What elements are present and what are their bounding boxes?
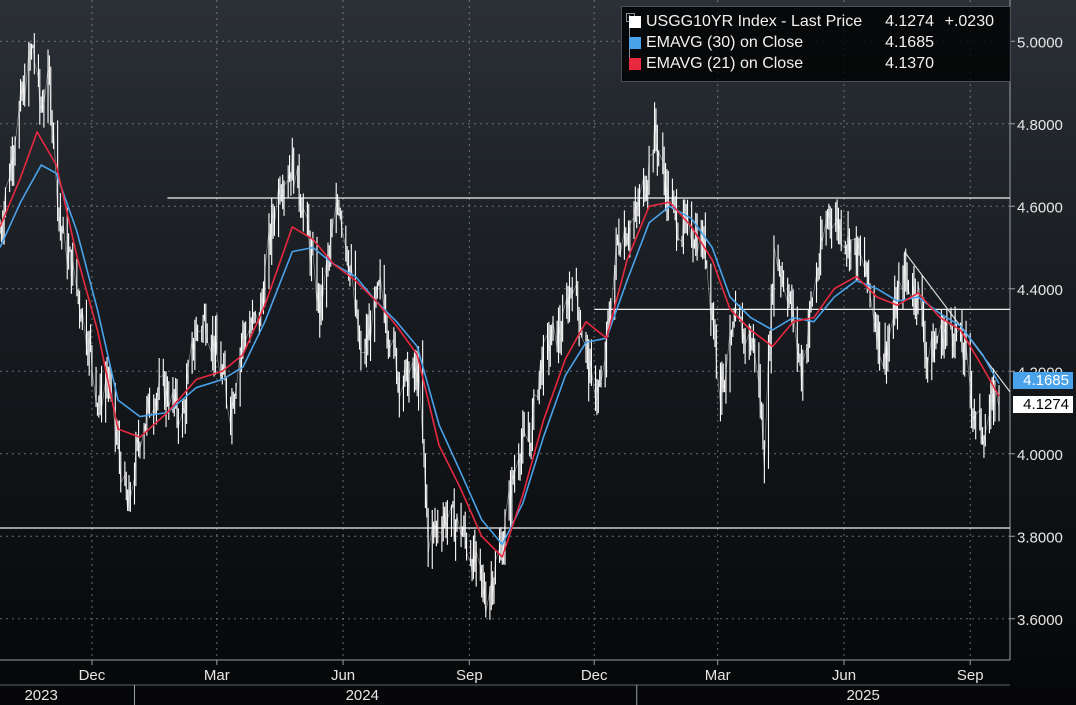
x-tick-label: Dec [79, 667, 106, 684]
x-tick-label: Jun [832, 667, 856, 684]
legend-ema21-name: EMAVG (21) on Close [646, 55, 804, 72]
year-label: 2025 [846, 687, 879, 704]
ema21-line [0, 131, 1000, 558]
legend-ema30-name: EMAVG (30) on Close [646, 34, 804, 51]
y-tick-label: 4.0000 [1017, 447, 1063, 464]
y-tick-label: 5.0000 [1017, 34, 1063, 51]
legend-row-ema30[interactable]: EMAVG (30) on Close 4.1685 [629, 34, 934, 54]
x-tick-label: Sep [456, 667, 483, 684]
legend-price-value: 4.1274 [885, 13, 934, 30]
year-label: 2023 [24, 687, 57, 704]
legend-price-name: USGG10YR Index - Last Price [646, 13, 863, 30]
y-tick-label: 4.8000 [1017, 117, 1063, 134]
legend-swatch-ema30 [629, 37, 641, 49]
chart-legend: – USGG10YR Index - Last Price4.1274+.023… [621, 6, 1011, 82]
price-series [0, 33, 1000, 620]
price-close-line [0, 46, 1000, 613]
ema30-value-tag: 4.1685 [1013, 372, 1073, 390]
x-tick-label: Mar [204, 667, 230, 684]
y-tick-label: 4.4000 [1017, 282, 1063, 299]
x-tick-label: Jun [331, 667, 355, 684]
ema30-line [0, 164, 1000, 546]
price-value-tag: 4.1274 [1013, 396, 1073, 414]
y-tick-label: 4.6000 [1017, 199, 1063, 216]
legend-ema30-value: 4.1685 [885, 34, 934, 51]
legend-swatch-ema21 [629, 58, 641, 70]
x-tick-label: Sep [957, 667, 984, 684]
year-label: 2024 [346, 687, 379, 704]
legend-row-price[interactable]: USGG10YR Index - Last Price 4.1274 +.0230 [629, 13, 994, 33]
y-tick-label: 3.8000 [1017, 529, 1063, 546]
legend-swatch-price [629, 16, 641, 28]
x-tick-label: Dec [581, 667, 608, 684]
legend-ema21-value: 4.1370 [885, 55, 934, 72]
x-tick-label: Mar [705, 667, 731, 684]
y-tick-label: 3.6000 [1017, 612, 1063, 629]
legend-price-change: +.0230 [944, 13, 994, 30]
trend-line [903, 251, 1011, 393]
legend-row-ema21[interactable]: EMAVG (21) on Close 4.1370 [629, 55, 934, 75]
